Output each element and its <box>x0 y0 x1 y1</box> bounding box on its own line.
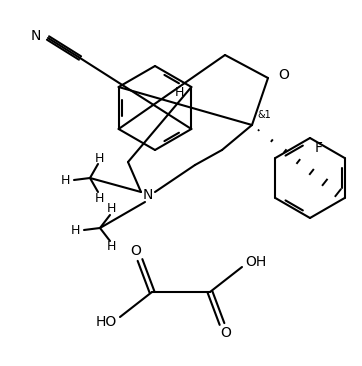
Text: O: O <box>220 326 231 340</box>
Text: N: N <box>143 188 153 202</box>
Text: H: H <box>70 224 80 236</box>
Text: OH: OH <box>245 255 267 269</box>
Text: H: H <box>94 152 104 164</box>
Text: H: H <box>60 173 70 187</box>
Text: N: N <box>31 29 41 43</box>
Text: HO: HO <box>95 315 117 329</box>
Text: O: O <box>278 68 289 82</box>
Text: H: H <box>106 240 116 254</box>
Text: H: H <box>94 191 104 205</box>
Text: F: F <box>315 141 323 155</box>
Text: &1: &1 <box>257 110 271 120</box>
Text: H: H <box>175 86 184 98</box>
Text: O: O <box>131 244 142 258</box>
Text: H: H <box>106 202 116 216</box>
